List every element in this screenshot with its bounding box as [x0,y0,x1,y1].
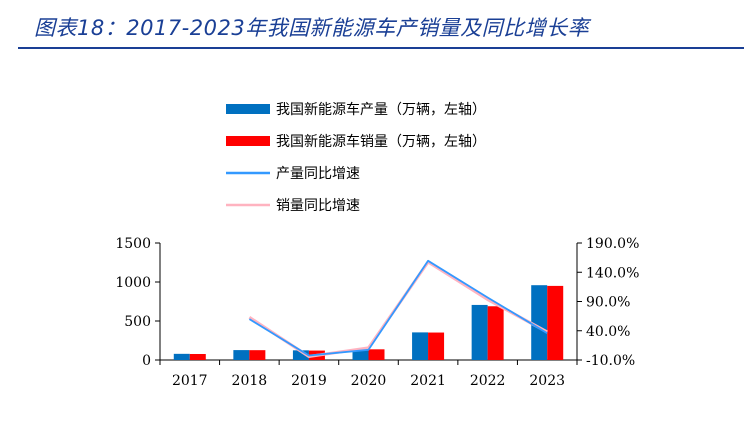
x-tick-label: 2021 [410,373,446,389]
production-bar-2020 [352,349,369,360]
production-bar-2021 [412,332,429,360]
bars [173,285,564,360]
legend-label-2: 我国新能源车销量（万辆，左轴） [276,133,486,150]
left-tick-label: 500 [124,314,151,330]
production-bar-2022 [471,304,488,360]
x-tick-label: 2017 [172,373,208,389]
production-bar-2018 [233,350,250,360]
chart-axes: 0 500 1000 1500 -10.0% 40.0% 90.0% 140.0% 190.0%… [115,236,639,389]
legend-swatch-2 [226,136,270,146]
production-growth-line [248,259,548,357]
sales-bar-2017 [189,353,206,360]
right-tick-label: 190.0% [586,236,639,252]
production-bar-2019 [292,350,309,360]
sales-bar-2022 [487,306,504,360]
x-tick-label: 2022 [470,373,506,389]
left-tick-label: 1000 [115,275,151,291]
figure-title: 图表18：2017-2023年我国新能源车产销量及同比增长率 [34,16,590,40]
right-tick-label: 90.0% [586,295,630,311]
left-tick-label: 1500 [115,236,151,252]
x-tick-label: 2023 [529,373,565,389]
title-underline [18,47,744,49]
x-tick-label: 2020 [351,373,387,389]
right-tick-label: 40.0% [586,324,630,340]
sales-bar-2020 [368,349,385,360]
lines [248,259,548,358]
sales-bar-2021 [428,332,445,360]
legend-label-1: 我国新能源车产量（万辆，左轴） [276,101,486,118]
x-tick-label: 2019 [291,373,327,389]
sales-bar-2023 [547,285,564,360]
legend-swatch-1 [226,104,270,114]
production-bar-2017 [173,353,190,360]
left-tick-label: 0 [142,353,151,369]
right-tick-label: 140.0% [586,265,639,281]
legend-label-3: 产量同比增速 [276,166,360,182]
legend: 我国新能源车产量（万辆，左轴） 我国新能源车销量（万辆，左轴） 产量同比增速销量同比… [226,101,486,214]
sales-bar-2018 [249,350,266,360]
right-tick-label: -10.0% [586,353,635,369]
legend-label-4: 销量同比增速 [276,198,360,214]
x-tick-label: 2018 [232,373,268,389]
production-bar-2023 [531,285,548,360]
